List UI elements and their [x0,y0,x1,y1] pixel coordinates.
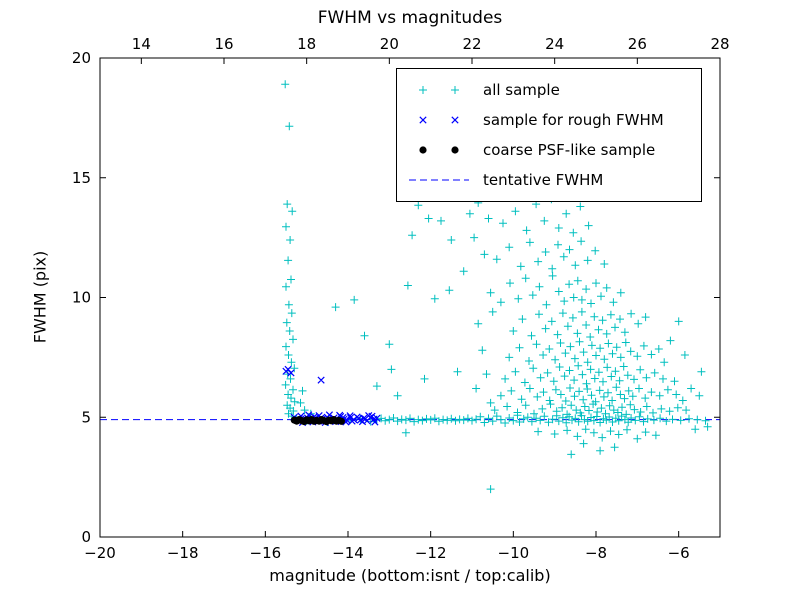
x-tick-label-top: 20 [380,35,399,53]
legend-label: tentative FWHM [483,171,604,189]
x-tick-label-bottom: −8 [585,544,607,562]
x-tick-label-top: 22 [462,35,481,53]
y-tick-label: 15 [72,169,91,187]
y-tick-label: 10 [72,289,91,307]
chart-title: FWHM vs magnitudes [317,8,503,28]
legend-label: sample for rough FWHM [483,111,664,129]
x-tick-label-top: 14 [132,35,151,53]
dot-legend-swatch [419,146,459,154]
scatter-psf-like-point [337,417,345,425]
legend: all sample sample for rough FWHM coarse PS… [396,68,702,202]
x-tick-label-bottom: −6 [668,544,690,562]
x-tick-label-top: 28 [710,35,729,53]
plus-legend-swatch [419,86,459,94]
x-tick-label-bottom: −20 [84,544,116,562]
legend-entry: coarse PSF-like sample [407,135,691,165]
x-tick-label-top: 24 [545,35,564,53]
legend-entry: sample for rough FWHM [407,105,691,135]
legend-entry: tentative FWHM [407,165,691,195]
x-tick-label-top: 26 [628,35,647,53]
x-axis-label: magnitude (bottom:isnt / top:calib) [269,566,551,585]
x-tick-label-bottom: −16 [250,544,282,562]
dashed-line-legend-swatch [409,179,469,181]
y-tick-label: 20 [72,49,91,67]
x-tick-label-top: 18 [297,35,316,53]
scatter-all-sample [281,80,712,494]
x-legend-swatch [419,116,459,124]
legend-label: all sample [483,81,560,99]
x-tick-label-bottom: −10 [498,544,530,562]
x-tick-label-bottom: −12 [415,544,447,562]
legend-label: coarse PSF-like sample [483,141,656,159]
x-tick-label-top: 16 [214,35,233,53]
x-tick-label-bottom: −18 [167,544,199,562]
legend-entry: all sample [407,75,691,105]
x-tick-label-bottom: −14 [332,544,364,562]
y-tick-label: 0 [81,528,91,546]
y-tick-label: 5 [81,408,91,426]
